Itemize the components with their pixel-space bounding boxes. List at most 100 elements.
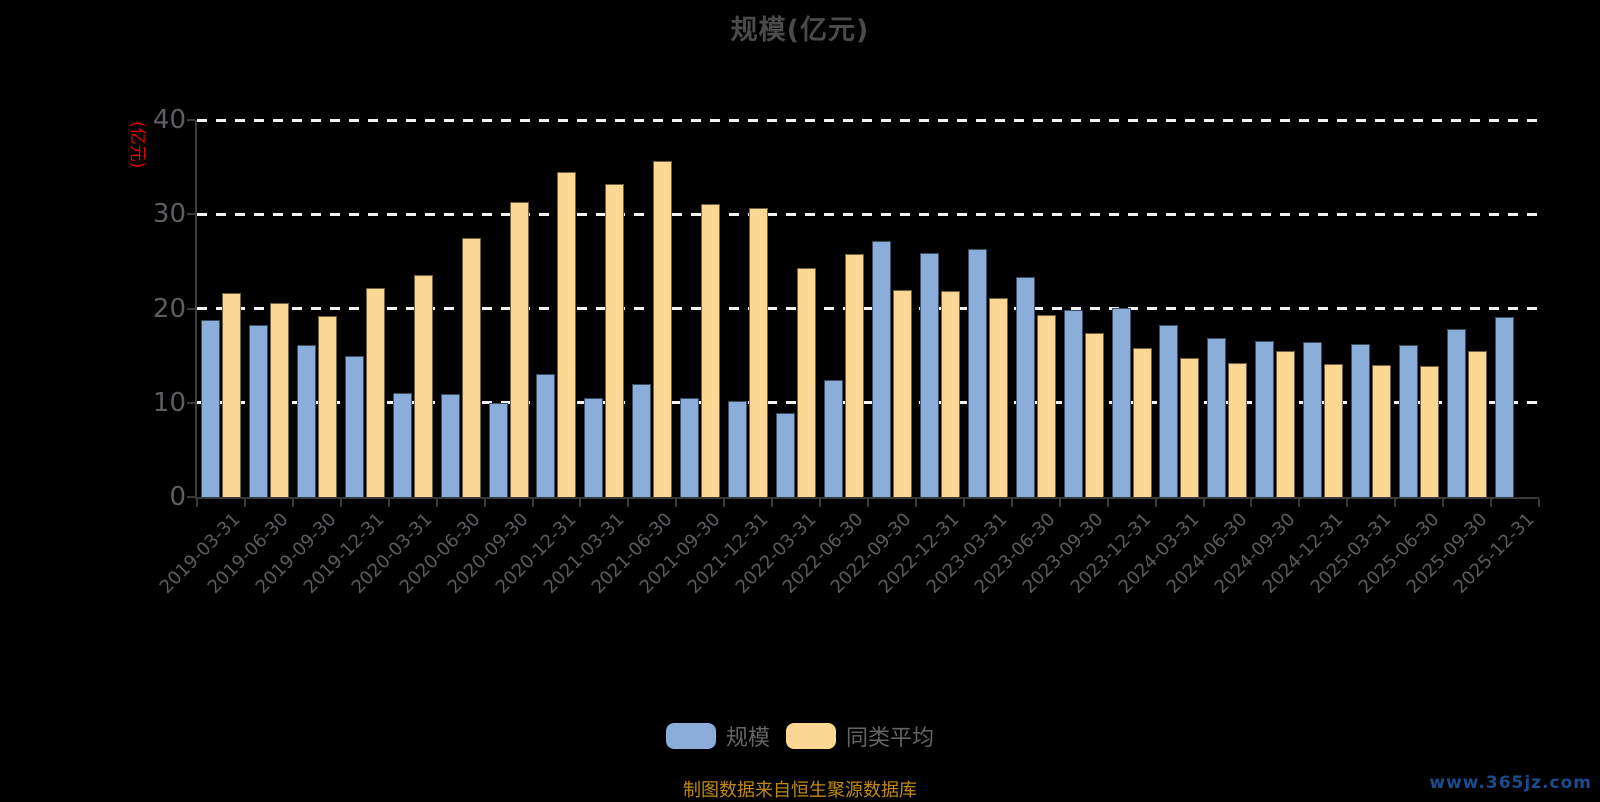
bar-peer-avg-2020-09-30[interactable] [509,202,529,497]
bar-scale-2022-03-31[interactable] [776,413,796,497]
category-slot-2022-09-30 [868,120,916,497]
bar-peer-avg-2019-06-30[interactable] [269,302,289,497]
bar-peer-avg-2020-12-31[interactable] [557,171,577,497]
bar-peer-avg-2023-09-30[interactable] [1084,333,1104,497]
y-tick-mark [187,213,195,216]
bar-scale-2020-06-30[interactable] [440,394,460,497]
bar-scale-2023-06-30[interactable] [1015,277,1035,497]
legend-label: 同类平均 [846,726,935,751]
y-tick-mark [187,496,195,498]
category-slot-2022-06-30 [820,120,868,497]
bar-peer-avg-2025-03-31[interactable] [1372,365,1392,497]
bar-scale-2024-06-30[interactable] [1207,337,1227,497]
bar-peer-avg-2025-09-30[interactable] [1467,350,1487,497]
y-tick-label-40: 40 [152,105,186,135]
bar-scale-2023-12-31[interactable] [1111,307,1131,497]
category-slot-2023-09-30 [1060,120,1108,497]
bar-peer-avg-2025-06-30[interactable] [1420,366,1440,497]
bar-scale-2023-03-31[interactable] [967,249,987,497]
bar-peer-avg-2023-12-31[interactable] [1132,348,1152,497]
bar-scale-2021-12-31[interactable] [728,400,748,497]
x-tick-mark [1010,499,1013,507]
bar-scale-2020-03-31[interactable] [392,393,412,497]
category-slot-2019-06-30 [245,120,293,497]
category-slot-2025-06-30 [1395,120,1443,497]
bar-peer-avg-2021-03-31[interactable] [605,184,625,497]
category-slot-2020-06-30 [437,120,485,497]
x-tick-mark [531,499,534,507]
x-tick-mark [675,499,678,507]
bar-scale-2023-09-30[interactable] [1063,310,1083,497]
bar-scale-2022-12-31[interactable] [919,252,939,497]
legend-item-peer-avg[interactable]: 同类平均 [786,720,934,752]
bar-peer-avg-2022-09-30[interactable] [892,289,912,497]
x-tick-mark [196,499,198,507]
category-slot-2025-12-31 [1491,120,1539,497]
bar-scale-2025-03-31[interactable] [1351,344,1371,497]
bar-scale-2025-09-30[interactable] [1446,329,1466,497]
bar-scale-2019-03-31[interactable] [201,319,220,497]
bar-scale-2019-09-30[interactable] [296,345,316,497]
bar-peer-avg-2019-12-31[interactable] [365,287,385,497]
bar-peer-avg-2024-06-30[interactable] [1228,363,1248,497]
bar-peer-avg-2020-03-31[interactable] [413,274,433,497]
x-tick-mark [771,499,774,507]
bar-peer-avg-2024-12-31[interactable] [1324,364,1344,497]
bar-scale-2021-03-31[interactable] [584,398,604,497]
bar-peer-avg-2019-09-30[interactable] [317,316,337,497]
bar-scale-2024-12-31[interactable] [1303,342,1323,497]
category-slot-2019-03-31 [197,120,245,497]
bar-scale-2025-06-30[interactable] [1399,345,1419,497]
bar-peer-avg-2020-06-30[interactable] [461,237,481,497]
y-tick-mark [187,119,195,121]
bar-peer-avg-2022-06-30[interactable] [844,253,864,497]
bar-scale-2024-03-31[interactable] [1159,324,1179,497]
y-tick-label-30: 30 [152,199,186,230]
bar-scale-2021-09-30[interactable] [680,398,700,497]
bar-peer-avg-2022-03-31[interactable] [797,267,817,497]
x-tick-mark [1346,499,1349,507]
bar-peer-avg-2019-03-31[interactable] [222,293,241,497]
y-tick-label-0: 0 [169,482,186,512]
bar-peer-avg-2021-06-30[interactable] [653,160,673,497]
bar-scale-2019-12-31[interactable] [344,355,364,497]
category-slot-2021-03-31 [580,120,628,497]
x-tick-mark [627,499,630,507]
x-tick-mark [1538,499,1540,507]
category-slot-2019-12-31 [341,120,389,497]
bar-peer-avg-2021-09-30[interactable] [701,203,721,497]
x-tick-mark [291,499,294,507]
bar-scale-2022-06-30[interactable] [823,380,843,497]
bar-scale-2020-09-30[interactable] [488,402,508,497]
category-slot-2025-09-30 [1443,120,1491,497]
bar-scale-2021-06-30[interactable] [632,383,652,497]
category-slot-2020-03-31 [389,120,437,497]
category-slot-2024-12-31 [1299,120,1347,497]
x-tick-mark [1202,499,1205,507]
category-slot-2024-06-30 [1203,120,1251,497]
legend-item-scale[interactable]: 规模 [665,720,770,752]
bar-peer-avg-2024-03-31[interactable] [1180,358,1200,497]
x-tick-mark [387,499,390,507]
category-slot-2021-09-30 [676,120,724,497]
bar-scale-2024-09-30[interactable] [1255,340,1275,497]
category-slot-2020-09-30 [485,120,533,497]
category-slot-2020-12-31 [532,120,580,497]
x-tick-mark [819,499,822,507]
x-tick-mark [1250,499,1253,507]
x-tick-mark [962,499,965,507]
bar-scale-2020-12-31[interactable] [536,374,556,497]
bar-peer-avg-2022-12-31[interactable] [940,290,960,497]
bar-scale-2022-09-30[interactable] [871,240,891,497]
bar-scale-2019-06-30[interactable] [248,325,268,497]
gridline-10 [197,401,1539,405]
chart-title: 规模(亿元) [730,15,870,46]
bar-scale-2025-12-31[interactable] [1494,316,1514,497]
legend-swatch-icon [665,723,716,749]
bar-peer-avg-2023-03-31[interactable] [988,298,1008,497]
bar-peer-avg-2023-06-30[interactable] [1036,315,1056,497]
bar-peer-avg-2024-09-30[interactable] [1276,350,1296,497]
legend: 规模 同类平均 [0,720,1600,752]
bar-peer-avg-2021-12-31[interactable] [749,207,769,497]
x-tick-mark [483,499,486,507]
